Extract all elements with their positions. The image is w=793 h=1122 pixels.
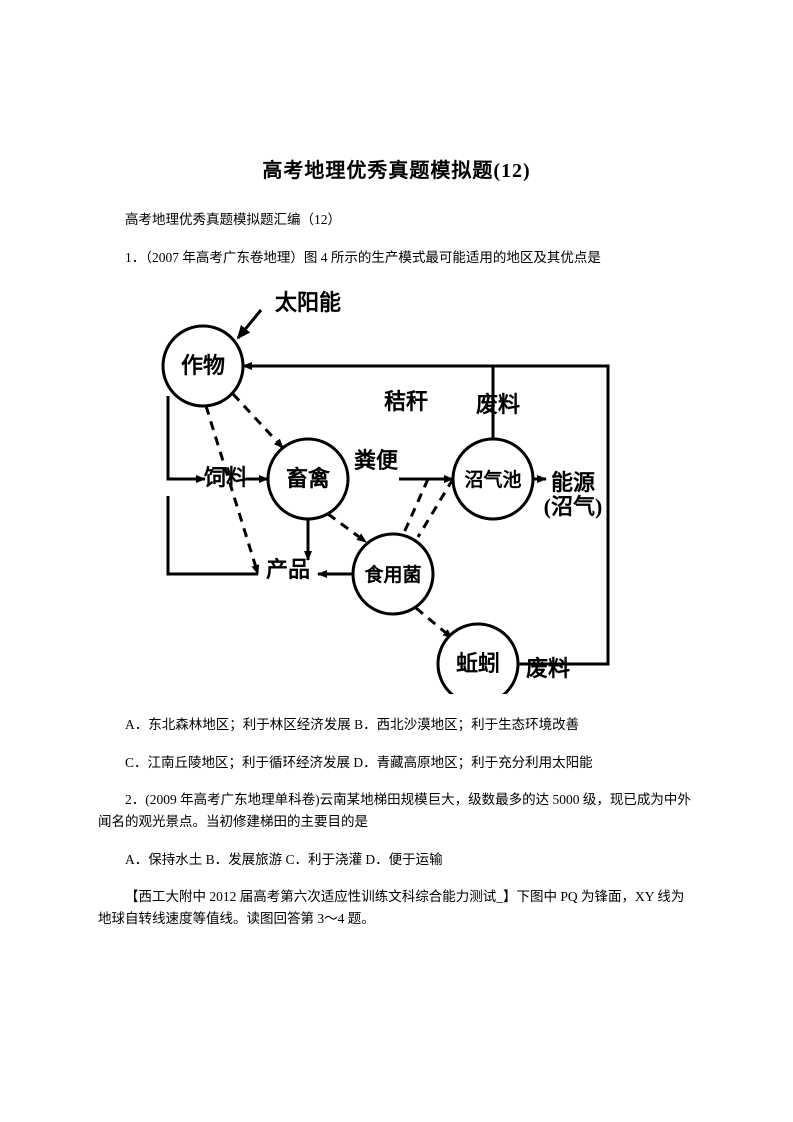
svg-text:秸秆: 秸秆 (384, 389, 428, 414)
q3-intro: 【西工大附中 2012 届高考第六次适应性训练文科综合能力测试_】下图中 PQ … (98, 886, 695, 929)
svg-text:废料: 废料 (526, 656, 570, 681)
flowchart-svg: 太阳能作物畜禽沼气池食用菌蚯蚓产品饲料粪便秸秆废料能源(沼气)废料 (98, 284, 648, 694)
subtitle: 高考地理优秀真题模拟题汇编（12） (98, 209, 695, 231)
svg-text:饲料: 饲料 (203, 465, 248, 490)
svg-text:废料: 废料 (476, 392, 520, 417)
q1-options-1: A．东北森林地区；利于林区经济发展 B．西北沙漠地区；利于生态环境改善 (98, 714, 695, 736)
q1-stem: 1．（2007 年高考广东卷地理）图 4 所示的生产模式最可能适用的地区及其优点… (98, 247, 695, 269)
svg-text:(沼气): (沼气) (544, 494, 603, 519)
svg-text:沼气池: 沼气池 (464, 468, 521, 491)
svg-text:畜禽: 畜禽 (286, 466, 331, 491)
svg-text:产品: 产品 (266, 557, 310, 582)
svg-text:蚯蚓: 蚯蚓 (456, 651, 500, 676)
svg-text:粪便: 粪便 (354, 448, 399, 473)
svg-text:太阳能: 太阳能 (275, 290, 341, 315)
page-title: 高考地理优秀真题模拟题(12) (98, 155, 695, 187)
q1-options-2: C．江南丘陵地区；利于循环经济发展 D．青藏高原地区；利于充分利用太阳能 (98, 752, 695, 774)
q2-stem: 2．(2009 年高考广东地理单科卷)云南某地梯田规模巨大，级数最多的达 500… (98, 789, 695, 832)
svg-text:食用菌: 食用菌 (364, 563, 421, 586)
svg-text:能源: 能源 (551, 470, 595, 495)
diagram-figure-4: 太阳能作物畜禽沼气池食用菌蚯蚓产品饲料粪便秸秆废料能源(沼气)废料 (98, 284, 695, 694)
svg-text:作物: 作物 (181, 353, 225, 378)
q2-options: A．保持水土 B．发展旅游 C．利于浇灌 D．便于运输 (98, 849, 695, 871)
